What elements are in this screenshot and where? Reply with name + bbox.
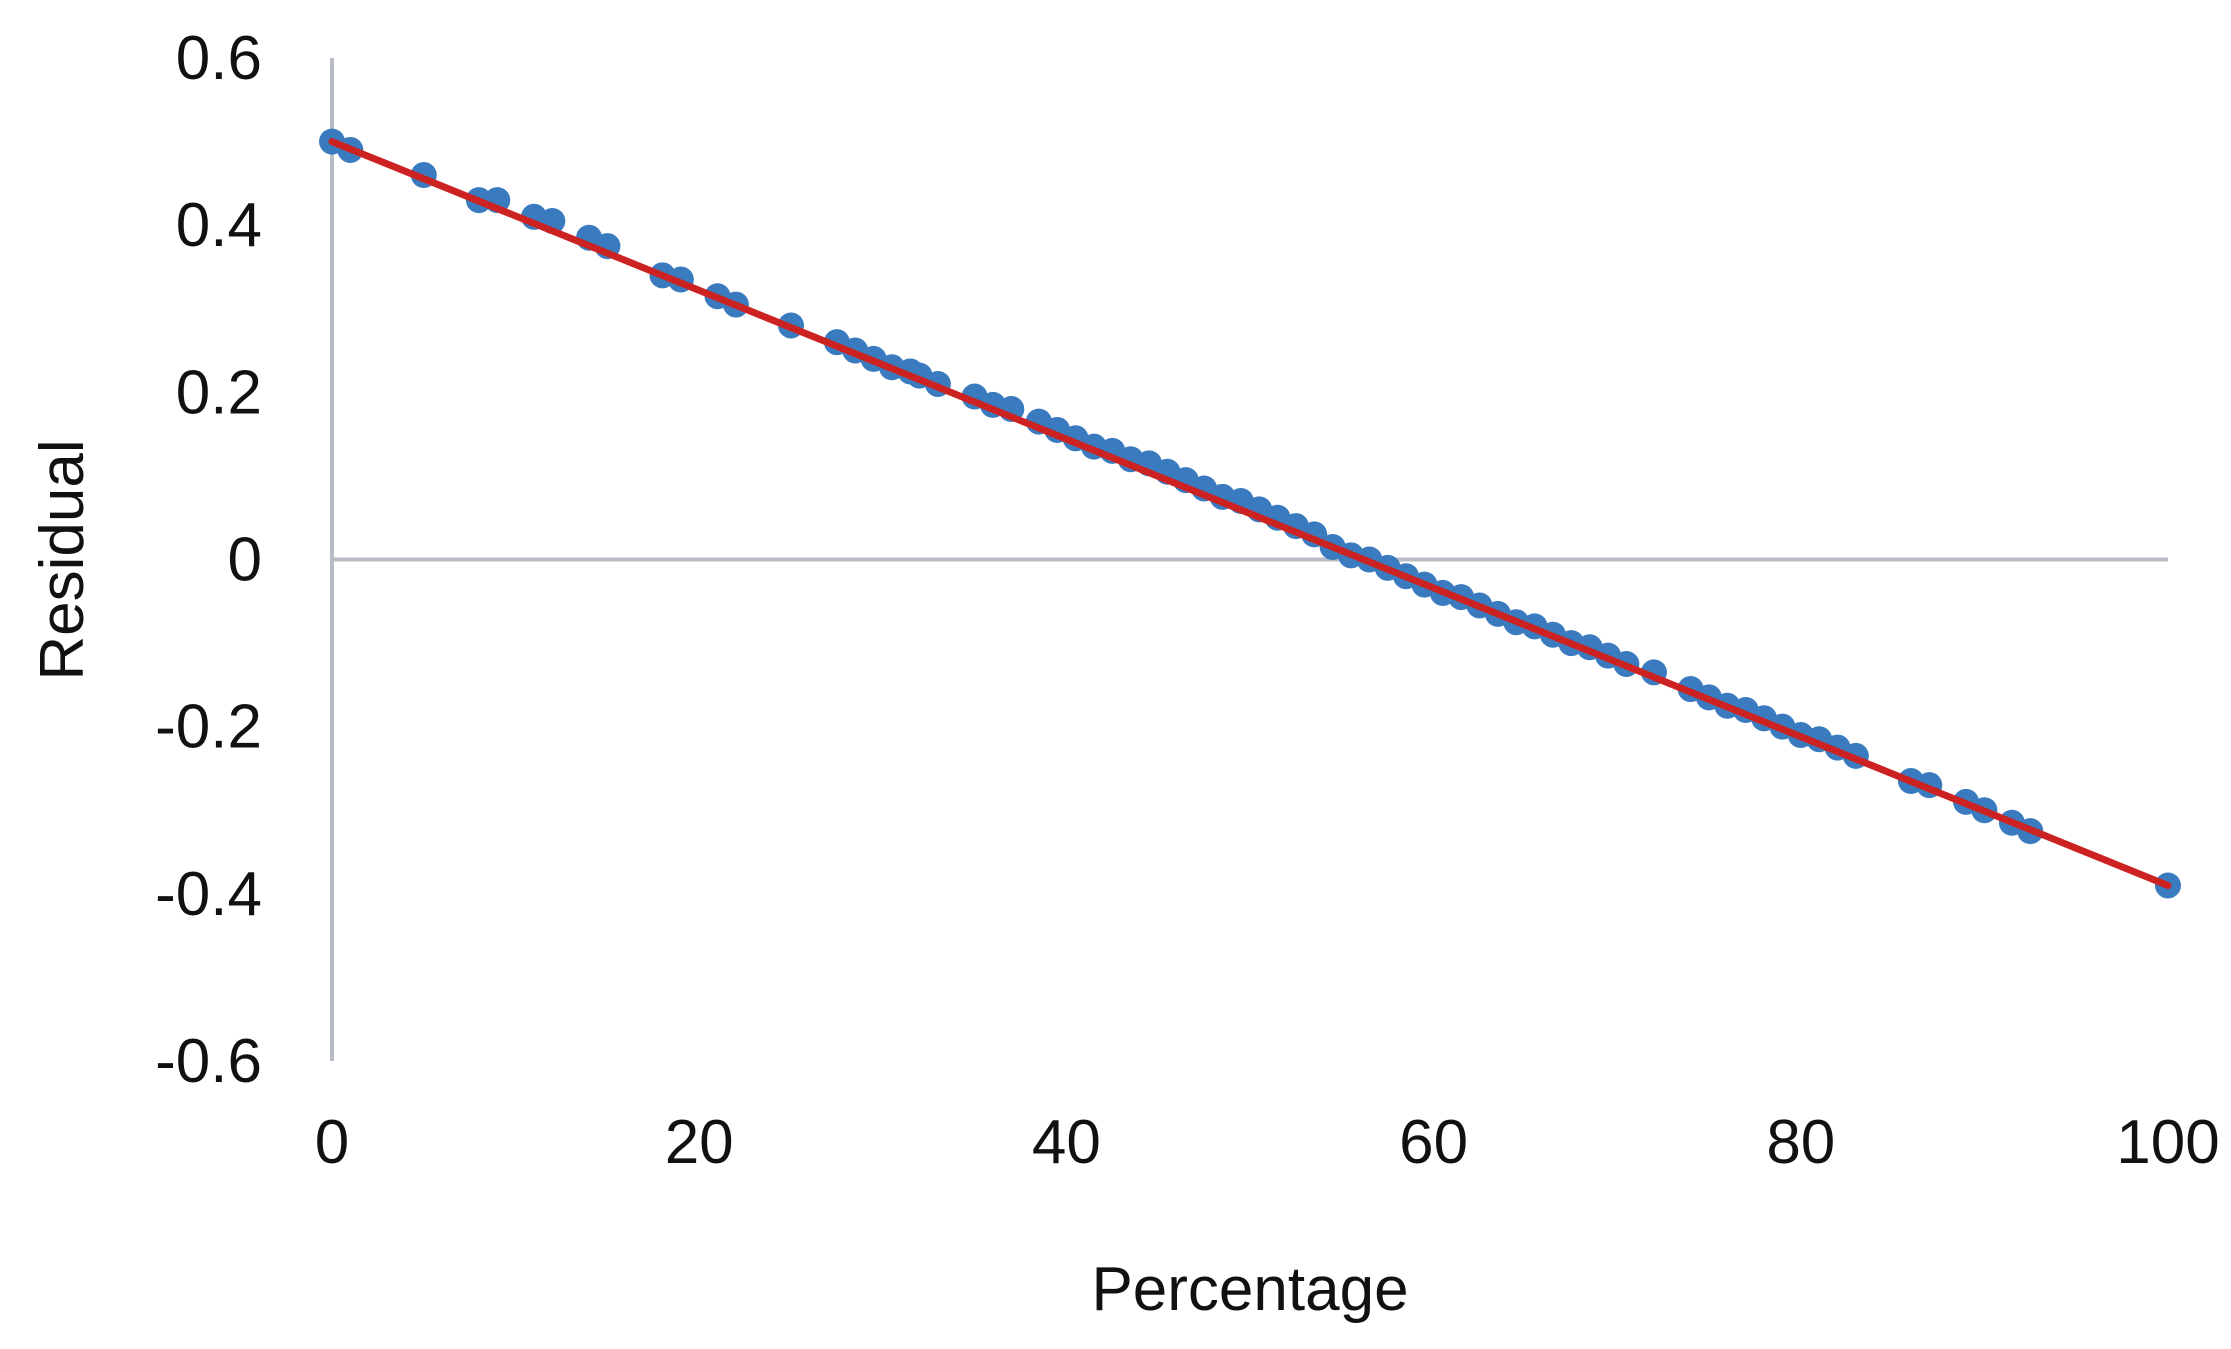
- y-tick-label: 0.6: [176, 24, 262, 93]
- x-tick-label: 80: [1766, 1108, 1835, 1177]
- y-tick-label: -0.4: [155, 860, 262, 929]
- y-tick-label: 0.2: [176, 358, 262, 427]
- x-tick-label: 40: [1032, 1108, 1101, 1177]
- x-tick-label: 20: [665, 1108, 734, 1177]
- trendline: [328, 138, 2172, 889]
- y-tick-labels: 0.6 0.4 0.2 0 -0.2 -0.4 -0.6: [155, 24, 262, 1096]
- x-tick-label: 60: [1399, 1108, 1468, 1177]
- x-tick-label: 0: [315, 1108, 349, 1177]
- x-axis-title: Percentage: [1091, 1255, 1408, 1324]
- y-tick-label: 0.4: [176, 191, 262, 260]
- y-axis-title: Residual: [28, 439, 97, 680]
- y-tick-label: -0.2: [155, 693, 262, 762]
- x-tick-label: 100: [2116, 1108, 2219, 1177]
- x-tick-labels: 0 20 40 60 80 100: [315, 1108, 2220, 1177]
- y-tick-label: -0.6: [155, 1027, 262, 1096]
- y-tick-label: 0: [228, 526, 262, 595]
- axes: [330, 58, 2168, 1061]
